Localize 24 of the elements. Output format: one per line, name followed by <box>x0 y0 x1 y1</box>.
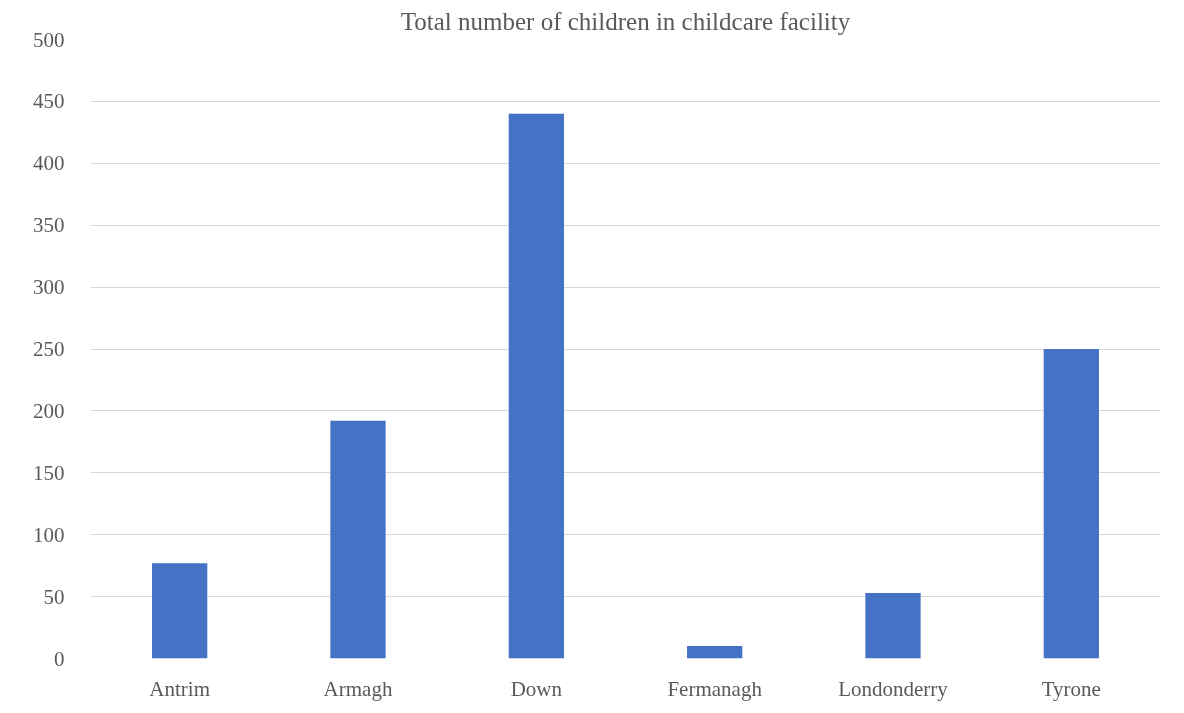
y-tick-label: 450 <box>33 89 65 114</box>
x-tick-label: Londonderry <box>838 676 949 701</box>
y-tick-label: 300 <box>33 275 65 300</box>
bar <box>330 420 386 659</box>
y-tick-label: 350 <box>33 213 65 238</box>
x-tick-label: Fermanagh <box>667 676 763 701</box>
chart-title: Total number of children in childcare facility <box>400 7 851 35</box>
y-tick-label: 250 <box>33 337 65 361</box>
x-tick-label: Tyrone <box>1041 676 1101 701</box>
y-tick-label: 150 <box>33 460 65 485</box>
y-tick-label: 500 <box>33 27 65 52</box>
y-tick-label: 0 <box>54 646 65 671</box>
y-tick-label: 200 <box>33 398 65 423</box>
x-tick-label: Antrim <box>149 676 211 701</box>
y-tick-label: 400 <box>33 151 65 176</box>
y-tick-label: 50 <box>43 584 65 609</box>
bar <box>508 113 564 659</box>
y-tick-label: 100 <box>33 522 65 547</box>
bar <box>865 592 921 659</box>
bar <box>152 563 208 659</box>
bar <box>687 646 743 659</box>
x-tick-label: Down <box>510 676 563 701</box>
bar <box>1043 349 1099 659</box>
x-tick-label: Armagh <box>323 676 393 701</box>
